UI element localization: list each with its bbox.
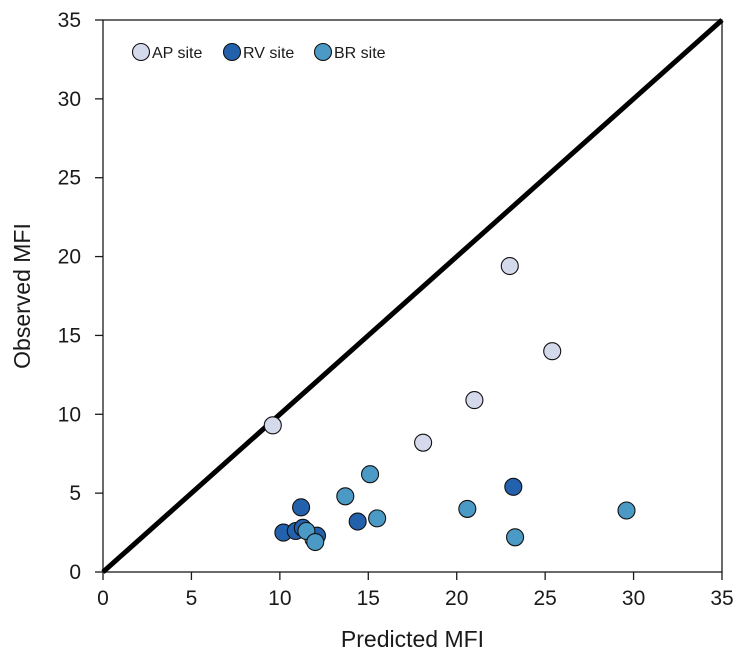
point-br-site bbox=[458, 499, 477, 518]
point-br-site bbox=[506, 528, 525, 547]
x-tick-label: 20 bbox=[445, 587, 468, 610]
y-tick-label: 0 bbox=[69, 561, 81, 584]
point-br-site bbox=[306, 532, 325, 552]
point-ap-site bbox=[414, 433, 433, 452]
legend-marker-rv-site bbox=[222, 42, 242, 62]
point-ap-site bbox=[500, 256, 519, 276]
plot-frame bbox=[102, 19, 723, 573]
identity-line bbox=[101, 18, 724, 574]
y-tick-label: 5 bbox=[69, 482, 81, 505]
y-tick-label: 15 bbox=[58, 324, 81, 347]
y-tick-label: 25 bbox=[58, 167, 81, 190]
y-axis-title: Observed MFI bbox=[9, 223, 35, 369]
point-ap-site bbox=[465, 391, 484, 410]
point-br-site bbox=[361, 465, 380, 484]
y-tick-label: 30 bbox=[58, 88, 81, 111]
legend-label-br-site: BR site bbox=[334, 45, 386, 62]
x-tick-label: 30 bbox=[622, 587, 645, 610]
y-tick-label: 10 bbox=[58, 403, 81, 426]
point-br-site bbox=[617, 501, 636, 520]
point-ap-site bbox=[543, 342, 562, 361]
x-axis-title: Predicted MFI bbox=[341, 626, 484, 652]
data-points bbox=[263, 256, 636, 552]
point-rv-site bbox=[348, 512, 367, 531]
x-tick-label: 35 bbox=[710, 587, 733, 610]
legend-label-rv-site: RV site bbox=[243, 45, 294, 62]
x-tick-label: 0 bbox=[97, 587, 109, 610]
legend-label-ap-site: AP site bbox=[152, 45, 203, 62]
legend: AP site RV site BR site bbox=[131, 42, 386, 62]
y-tick-label: 35 bbox=[58, 9, 81, 32]
point-br-site bbox=[368, 509, 387, 528]
legend-marker-ap-site bbox=[131, 42, 151, 62]
reference-line-layer bbox=[101, 18, 724, 574]
point-ap-site bbox=[263, 416, 282, 435]
x-tick-label: 5 bbox=[186, 587, 198, 610]
x-tick-label: 10 bbox=[268, 587, 291, 610]
y-tick-label: 20 bbox=[58, 246, 81, 269]
x-tick-label: 15 bbox=[357, 587, 380, 610]
axes: 0 5 10 15 20 25 30 35 0 5 10 15 20 25 30 35 bbox=[58, 9, 734, 610]
legend-marker-br-site bbox=[313, 42, 333, 62]
point-br-site bbox=[336, 487, 355, 506]
point-rv-site bbox=[504, 477, 523, 496]
point-rv-site bbox=[292, 498, 311, 517]
x-tick-label: 25 bbox=[533, 587, 556, 610]
